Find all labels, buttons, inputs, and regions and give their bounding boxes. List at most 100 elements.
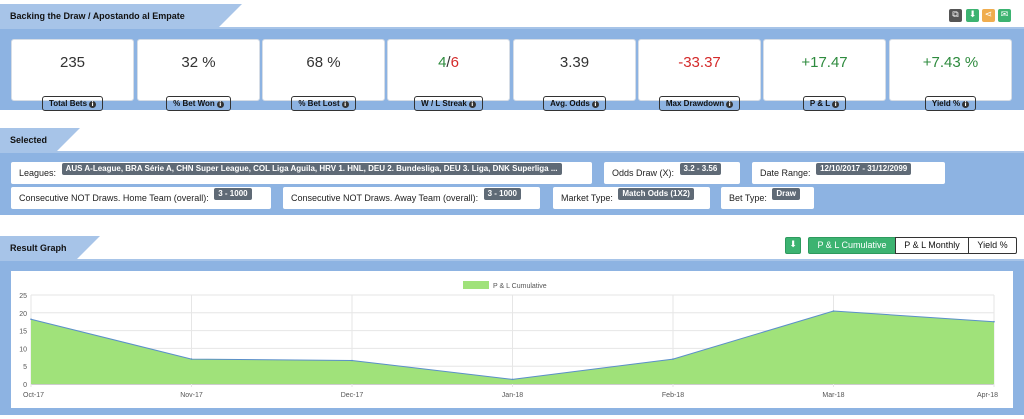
stat-value: +17.47 xyxy=(801,54,848,71)
stat-card: 32 % % Bet Won i xyxy=(137,39,260,111)
data-point xyxy=(832,310,835,312)
info-icon[interactable]: i xyxy=(89,101,97,108)
graph-header: Result Graph xyxy=(0,236,1024,261)
y-tick-label: 5 xyxy=(23,364,27,371)
share-icon: ⋖ xyxy=(984,10,993,20)
stat-card: 235 Total Bets i xyxy=(11,39,134,111)
stat-label[interactable]: % Bet Lost i xyxy=(291,96,356,111)
tab-pl-cumulative[interactable]: P & L Cumulative xyxy=(808,237,896,254)
tab-pl-monthly[interactable]: P & L Monthly xyxy=(895,237,969,254)
filter-date-value: 12/10/2017 - 31/12/2099 xyxy=(816,163,912,175)
share-button[interactable]: ⋖ xyxy=(982,9,995,22)
email-button[interactable]: ✉ xyxy=(998,9,1011,22)
filter-bet-type[interactable]: Bet Type: Draw xyxy=(721,187,814,209)
filter-home-label: Consecutive NOT Draws. Home Team (overal… xyxy=(19,193,209,203)
info-icon[interactable]: i xyxy=(832,101,840,108)
header-rule xyxy=(0,27,1024,29)
stat-value: 4/6 xyxy=(388,53,509,73)
graph-download-button[interactable]: ⬇ xyxy=(785,237,801,254)
x-tick-label: Mar-18 xyxy=(822,392,844,399)
y-tick-label: 0 xyxy=(23,382,27,389)
info-icon[interactable]: i xyxy=(468,101,476,108)
filter-date-label: Date Range: xyxy=(760,168,811,178)
data-point xyxy=(30,318,32,321)
filter-home-value: 3 - 1000 xyxy=(214,188,252,200)
filter-market-value: Match Odds (1X2) xyxy=(618,188,694,200)
stat-label[interactable]: Avg. Odds i xyxy=(543,96,606,111)
x-tick-label: Feb-18 xyxy=(662,392,684,399)
chart-area: 0 5 10 15 20 25 Oct-17 Nov-17 Dec-17 Jan-18 Feb-18… xyxy=(11,271,1013,408)
filters-header: Selected Filters xyxy=(0,128,1024,169)
filter-leagues-value: AUS A-League, BRA Série A, CHN Super Lea… xyxy=(61,163,562,175)
filter-market-label: Market Type: xyxy=(561,193,613,203)
tab-yield[interactable]: Yield % xyxy=(968,237,1017,254)
filter-away-label: Consecutive NOT Draws. Away Team (overal… xyxy=(291,193,479,203)
filters-rule xyxy=(0,151,1024,153)
streak-lost: 6 xyxy=(450,54,459,71)
y-tick-label: 10 xyxy=(19,346,27,353)
stat-value: -33.37 xyxy=(678,54,721,71)
stat-value: 32 % xyxy=(181,54,216,71)
stat-label[interactable]: Total Bets i xyxy=(41,96,104,111)
streak-won: 4 xyxy=(438,54,447,71)
stat-label[interactable]: % Bet Won i xyxy=(166,96,231,111)
y-tick-label: 15 xyxy=(19,329,27,336)
stat-label-text: W / L Streak xyxy=(421,99,467,108)
filter-odds-draw[interactable]: Odds Draw (X): 3.2 - 3.56 xyxy=(604,162,740,184)
filter-bet-value: Draw xyxy=(772,188,800,200)
stat-value: 68 % xyxy=(306,54,341,71)
filter-away-value: 3 - 1000 xyxy=(483,188,521,200)
stat-label-text: P & L xyxy=(809,99,831,108)
info-icon[interactable]: i xyxy=(216,101,224,108)
copy-button[interactable]: ⧉ xyxy=(949,9,962,22)
download-icon: ⬇ xyxy=(789,240,797,250)
streak-separator: / xyxy=(446,54,451,71)
info-icon[interactable]: i xyxy=(591,101,599,108)
stat-label[interactable]: Yield % i xyxy=(924,96,977,111)
stat-label-text: Total Bets xyxy=(48,99,88,108)
stat-card: -33.37 Max Drawdown i xyxy=(638,39,761,111)
stat-label-text: Max Drawdown xyxy=(665,99,725,108)
page-title: Backing the Draw / Apostando al Empate xyxy=(0,4,242,28)
series-area xyxy=(31,311,994,384)
filter-leagues[interactable]: Leagues: AUS A-League, BRA Série A, CHN … xyxy=(11,162,592,184)
stat-label-text: % Bet Won xyxy=(173,99,215,108)
x-tick-label: Apr-18 xyxy=(977,392,998,399)
data-point xyxy=(190,358,193,360)
pl-cumulative-chart: 0 5 10 15 20 25 Oct-17 Nov-17 Dec-17 Jan-18 Feb-18… xyxy=(19,281,998,399)
stat-label[interactable]: Max Drawdown i xyxy=(658,96,741,111)
email-icon: ✉ xyxy=(1000,10,1009,20)
stat-label-text: Avg. Odds xyxy=(550,99,590,108)
data-point xyxy=(672,358,674,360)
data-point xyxy=(351,359,353,362)
stat-value: 235 xyxy=(59,54,86,71)
stat-label[interactable]: W / L Streak i xyxy=(414,96,483,111)
download-button[interactable]: ⬇ xyxy=(966,9,979,22)
stat-label-text: % Bet Lost xyxy=(298,99,340,108)
stat-value: 3.39 xyxy=(559,54,590,71)
filter-odds-value: 3.2 - 3.56 xyxy=(679,163,722,175)
filter-leagues-label: Leagues: xyxy=(19,168,57,178)
stat-value: +7.43 % xyxy=(922,54,979,71)
filters-title: Selected Filters xyxy=(0,128,80,169)
filter-odds-label: Odds Draw (X): xyxy=(612,168,675,178)
filter-market-type[interactable]: Market Type: Match Odds (1X2) xyxy=(553,187,710,209)
data-point xyxy=(511,378,514,381)
stat-card: +7.43 % Yield % i xyxy=(889,39,1012,111)
filter-away-team[interactable]: Consecutive NOT Draws. Away Team (overal… xyxy=(283,187,540,209)
filter-date-range[interactable]: Date Range: 12/10/2017 - 31/12/2099 xyxy=(752,162,945,184)
copy-icon: ⧉ xyxy=(952,10,959,20)
stat-card: 3.39 Avg. Odds i xyxy=(513,39,636,111)
legend-label: P & L Cumulative xyxy=(493,283,547,290)
data-point xyxy=(993,320,995,323)
stat-label-text: Yield % xyxy=(931,99,961,108)
info-icon[interactable]: i xyxy=(726,101,734,108)
filter-home-team[interactable]: Consecutive NOT Draws. Home Team (overal… xyxy=(11,187,271,209)
info-icon[interactable]: i xyxy=(962,101,970,108)
stat-card: 4/6 W / L Streak i xyxy=(387,39,510,111)
info-icon[interactable]: i xyxy=(341,101,349,108)
x-tick-label: Oct-17 xyxy=(23,392,44,399)
x-tick-label: Dec-17 xyxy=(341,392,364,399)
